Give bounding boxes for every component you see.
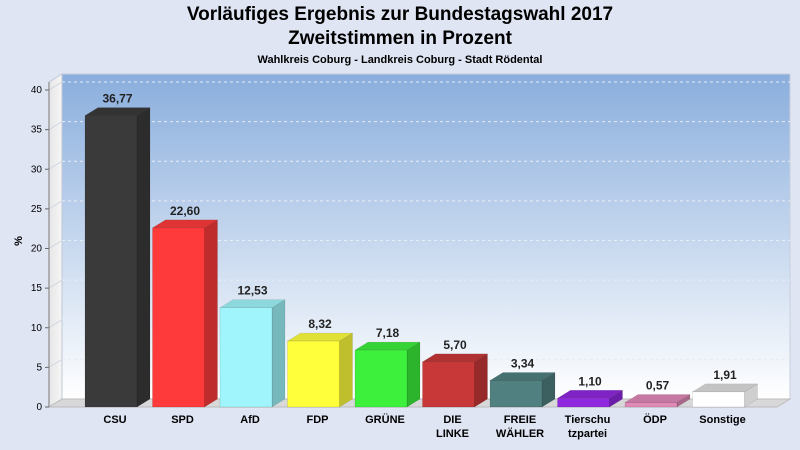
category-label: Tierschu tzpartei: [565, 414, 611, 440]
category-label-line: tzpartei: [568, 428, 607, 440]
category-label-line: AfD: [240, 414, 260, 426]
bar-csu: 36,77: [84, 92, 151, 408]
y-axis-label: %: [13, 236, 25, 246]
bar-front: [624, 402, 678, 408]
bar-die-linke: 5,70: [421, 338, 489, 408]
grid-line-side: [48, 81, 63, 91]
category-label-line: FDP: [307, 414, 329, 426]
grid-line-side: [48, 319, 63, 329]
value-label: 5,70: [443, 338, 467, 352]
category-label: ÖDP: [643, 413, 667, 426]
y-axis: 0 5 10 15 20 25 30 35 40: [31, 82, 50, 413]
chart-title: Vorläufiges Ergebnis zur Bundestagswahl …: [186, 4, 614, 25]
category-label-line: GRÜNE: [365, 413, 405, 426]
value-label: 8,32: [308, 317, 332, 331]
category-label-line: Tierschu: [565, 414, 611, 426]
y-tick-label: 0: [36, 402, 42, 413]
value-label: 1,91: [713, 368, 737, 382]
y-tick-label: 15: [31, 283, 43, 294]
category-label: GRÜNE: [365, 413, 405, 426]
bar-front: [692, 391, 745, 408]
category-label-line: FREIE: [504, 414, 536, 426]
category-label-line: Sonstige: [699, 414, 745, 426]
bar-front: [219, 307, 273, 408]
bar-side: [339, 332, 353, 408]
y-tick-label: 35: [31, 125, 43, 136]
bar-spd: 22,60: [151, 204, 219, 408]
value-label: 3,34: [511, 357, 535, 371]
bar-sonstige: 1,91: [691, 368, 759, 408]
plot-left-wall: [48, 73, 63, 408]
category-label-line: CSU: [103, 414, 126, 426]
chart-region-subtitle: Wahlkreis Coburg - Landkreis Coburg - St…: [257, 54, 543, 66]
value-label: 36,77: [102, 92, 132, 106]
y-tick-label: 10: [31, 323, 43, 334]
grid-line-side: [48, 358, 63, 368]
bar-side: [204, 219, 218, 408]
y-tick-label: 30: [31, 164, 43, 175]
category-label: FDP: [307, 414, 329, 426]
grid-line-side: [48, 121, 63, 131]
bar-front: [84, 115, 138, 408]
category-label: CSU: [103, 414, 126, 426]
bar-fdp: 8,32: [286, 317, 354, 408]
category-label-line: WÄHLER: [496, 427, 544, 440]
value-label: 7,18: [376, 326, 400, 340]
category-label-line: DIE: [443, 414, 461, 426]
category-labels: CSU SPD AfD FDP GRÜNE DIE LINKE FREIE WÄHLER Tier…: [103, 413, 745, 440]
bar-side: [406, 341, 421, 408]
bar-front: [422, 361, 475, 408]
y-tick-label: 40: [31, 85, 43, 96]
y-tick-label: 20: [31, 244, 43, 255]
bar-front: [152, 227, 205, 408]
grid-line-side: [48, 240, 63, 249]
category-label-line: LINKE: [436, 428, 469, 440]
category-label-line: ÖDP: [643, 413, 667, 426]
category-label: SPD: [171, 414, 194, 426]
bar-freie-wähler: 3,34: [489, 357, 556, 408]
grid-line-side: [48, 279, 63, 289]
chart-subtitle: Zweitstimmen in Prozent: [288, 28, 512, 49]
value-label: 1,10: [578, 374, 602, 388]
y-tick-label: 5: [36, 362, 42, 373]
category-label: DIE LINKE: [436, 414, 469, 440]
bar-tierschu-tzpartei: 1,10: [556, 374, 624, 408]
category-label: Sonstige: [699, 414, 745, 426]
bar-side: [271, 299, 286, 408]
bar-front: [557, 398, 610, 408]
bar-ödp: 0,57: [624, 378, 691, 408]
category-label-line: SPD: [171, 414, 194, 426]
value-label: 0,57: [646, 378, 670, 392]
bars: 36,77 22,60 12,53 8,32 7,18 5,70 3,34 1,10 0,57 1…: [84, 92, 759, 408]
bar-side: [136, 107, 151, 408]
category-label: FREIE WÄHLER: [496, 414, 544, 440]
bar-afd: 12,53: [219, 284, 286, 408]
value-label: 12,53: [237, 284, 267, 298]
grid-line-side: [48, 160, 63, 170]
bar-front: [354, 349, 408, 408]
bar-side: [474, 353, 488, 408]
bar-front: [287, 340, 340, 408]
category-label: AfD: [240, 414, 260, 426]
bar-grüne: 7,18: [354, 326, 421, 408]
bar-front: [489, 380, 543, 408]
grid-line-side: [48, 200, 63, 210]
value-label: 22,60: [170, 204, 200, 218]
y-tick-label: 25: [31, 204, 43, 215]
